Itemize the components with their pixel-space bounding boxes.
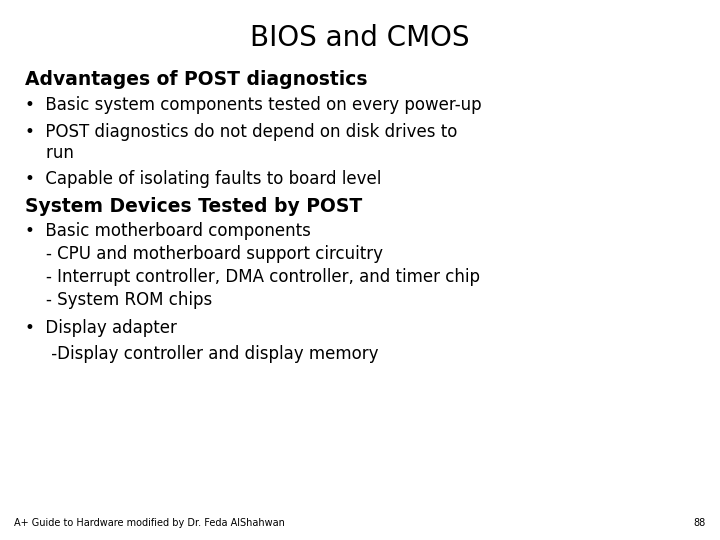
Text: run: run	[25, 144, 74, 162]
Text: System Devices Tested by POST: System Devices Tested by POST	[25, 197, 362, 215]
Text: •  Capable of isolating faults to board level: • Capable of isolating faults to board l…	[25, 170, 382, 188]
Text: •  POST diagnostics do not depend on disk drives to: • POST diagnostics do not depend on disk…	[25, 123, 458, 140]
Text: - Interrupt controller, DMA controller, and timer chip: - Interrupt controller, DMA controller, …	[25, 268, 480, 286]
Text: -Display controller and display memory: -Display controller and display memory	[25, 345, 379, 362]
Text: Advantages of POST diagnostics: Advantages of POST diagnostics	[25, 70, 368, 89]
Text: •  Basic motherboard components: • Basic motherboard components	[25, 222, 311, 240]
Text: •  Basic system components tested on every power-up: • Basic system components tested on ever…	[25, 96, 482, 114]
Text: BIOS and CMOS: BIOS and CMOS	[251, 24, 469, 52]
Text: - CPU and motherboard support circuitry: - CPU and motherboard support circuitry	[25, 245, 383, 263]
Text: •  Display adapter: • Display adapter	[25, 319, 177, 336]
Text: A+ Guide to Hardware modified by Dr. Feda AlShahwan: A+ Guide to Hardware modified by Dr. Fed…	[14, 518, 285, 528]
Text: 88: 88	[693, 518, 706, 528]
Text: - System ROM chips: - System ROM chips	[25, 291, 212, 308]
